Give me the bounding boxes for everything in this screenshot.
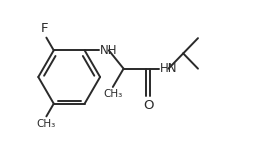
Text: NH: NH xyxy=(99,44,117,57)
Text: O: O xyxy=(143,99,153,112)
Text: HN: HN xyxy=(160,62,177,75)
Text: CH₃: CH₃ xyxy=(103,89,123,99)
Text: CH₃: CH₃ xyxy=(37,119,56,129)
Text: F: F xyxy=(40,22,48,35)
